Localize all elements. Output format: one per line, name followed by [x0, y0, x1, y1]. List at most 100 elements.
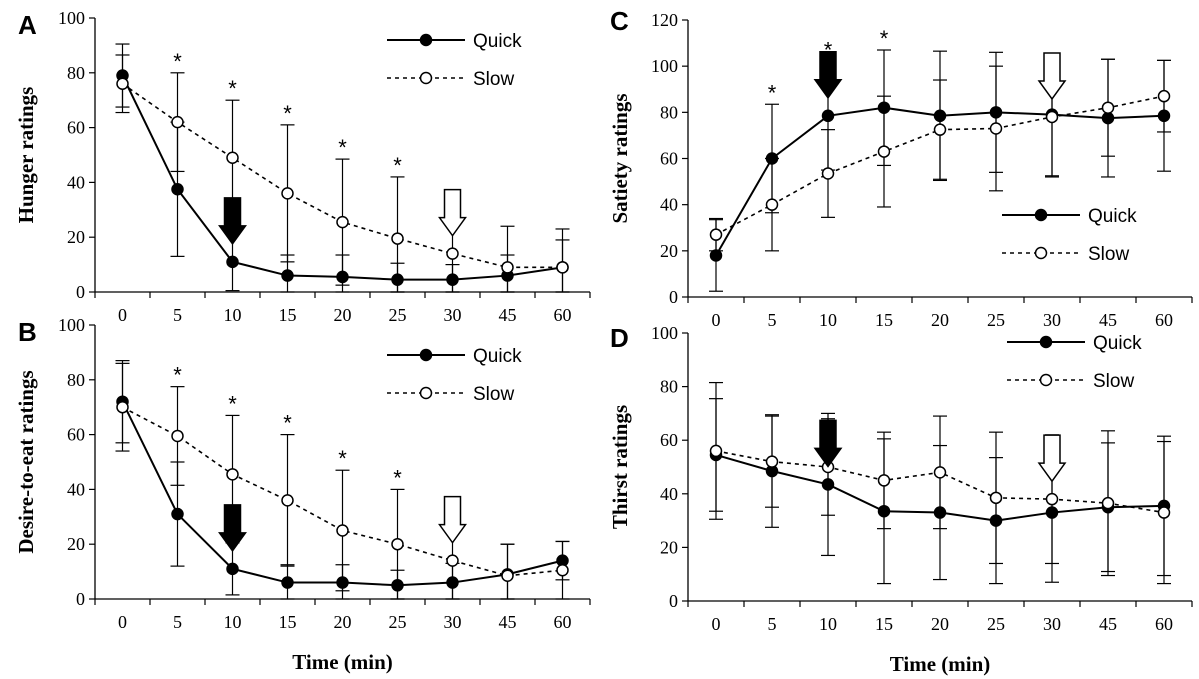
- significance-star: *: [228, 391, 237, 416]
- x-tick-label: 15: [875, 614, 893, 634]
- x-tick-label: 25: [389, 612, 407, 632]
- x-tick-label: 20: [334, 305, 352, 325]
- significance-star: *: [393, 153, 402, 178]
- data-point-quick: [821, 478, 835, 491]
- x-tick-label: 20: [931, 614, 949, 634]
- y-tick-label: 80: [660, 377, 678, 397]
- data-point-slow: [501, 261, 514, 274]
- arrow-down-filled-icon: [218, 504, 247, 553]
- significance-star: *: [283, 101, 292, 126]
- data-point-quick: [281, 576, 294, 589]
- data-point-slow: [765, 455, 779, 468]
- y-tick-label: 20: [67, 227, 85, 247]
- x-tick-label: 5: [768, 310, 777, 330]
- y-axis-label: Thirst ratings: [608, 405, 632, 529]
- legend-marker-quick: [1034, 208, 1048, 222]
- x-tick-label: 60: [554, 612, 572, 632]
- legend-marker-slow: [419, 71, 433, 85]
- data-point-slow: [336, 524, 349, 537]
- legend-label-slow: Slow: [473, 69, 514, 90]
- x-tick-label: 60: [1155, 310, 1173, 330]
- panel-letter: B: [18, 317, 37, 347]
- data-point-slow: [821, 167, 835, 180]
- data-point-slow: [877, 145, 891, 158]
- x-tick-label: 45: [1099, 310, 1117, 330]
- significance-star: *: [283, 411, 292, 436]
- panel-letter: D: [610, 323, 629, 353]
- data-point-slow: [765, 198, 779, 211]
- x-tick-label: 0: [712, 614, 721, 634]
- legend-marker-slow: [1034, 246, 1048, 260]
- data-point-quick: [1157, 109, 1171, 123]
- y-tick-label: 100: [651, 56, 678, 76]
- data-point-quick: [933, 506, 947, 519]
- data-point-slow: [556, 563, 569, 577]
- arrow-down-filled-icon: [813, 51, 843, 100]
- x-tick-label: 20: [334, 612, 352, 632]
- data-point-slow: [501, 569, 514, 582]
- data-point-slow: [933, 466, 947, 479]
- y-tick-label: 60: [660, 149, 678, 169]
- x-tick-label: 10: [224, 305, 242, 325]
- arrow-down-filled-icon: [813, 419, 843, 468]
- data-point-quick: [391, 273, 404, 286]
- x-tick-label: 20: [931, 310, 949, 330]
- data-point-slow: [171, 115, 184, 129]
- x-tick-label: 5: [768, 614, 777, 634]
- legend-marker-slow: [419, 386, 433, 400]
- y-tick-label: 40: [660, 195, 678, 215]
- x-tick-label: 45: [499, 612, 517, 632]
- arrow-down-open-icon: [1037, 52, 1067, 101]
- y-axis-label: Desire-to-eat ratings: [14, 370, 38, 553]
- legend-label-quick: Quick: [473, 346, 522, 367]
- legend-marker-quick: [419, 348, 433, 362]
- significance-star: *: [768, 80, 777, 105]
- significance-star: *: [173, 363, 182, 388]
- data-point-slow: [281, 494, 294, 507]
- data-point-slow: [281, 187, 294, 200]
- x-tick-label: 25: [987, 310, 1005, 330]
- y-tick-label: 60: [67, 425, 85, 445]
- y-tick-label: 120: [651, 10, 678, 30]
- x-tick-label: 15: [279, 612, 297, 632]
- significance-star: *: [880, 26, 889, 51]
- y-tick-label: 40: [67, 172, 85, 192]
- data-point-quick: [1101, 111, 1115, 125]
- legend: Quick Slow: [1002, 206, 1137, 265]
- x-tick-label: 30: [444, 305, 462, 325]
- y-tick-label: 0: [669, 287, 678, 307]
- x-tick-label: 30: [444, 612, 462, 632]
- x-tick-label: 10: [224, 612, 242, 632]
- data-point-slow: [226, 468, 239, 481]
- x-axis-label: Time (min): [292, 650, 393, 674]
- significance-star: *: [393, 465, 402, 490]
- data-point-quick: [989, 514, 1003, 527]
- y-axis-label: Satiety ratings: [608, 93, 632, 223]
- data-point-slow: [446, 247, 459, 260]
- panel-c: C 0 20 40 60 80 100 120 0 5 10 15 20 25 30 45 60 Satiety …: [608, 6, 1193, 330]
- y-tick-label: 20: [660, 241, 678, 261]
- x-tick-label: 60: [1155, 614, 1173, 634]
- legend-marker-slow: [1039, 373, 1053, 387]
- data-point-quick: [765, 152, 779, 165]
- y-tick-label: 100: [651, 323, 678, 343]
- arrow-down-open-icon: [438, 495, 467, 544]
- x-tick-label: 5: [173, 305, 182, 325]
- data-point-slow: [171, 429, 184, 443]
- x-tick-label: 45: [1099, 614, 1117, 634]
- y-tick-label: 80: [67, 63, 85, 83]
- data-point-quick: [281, 269, 294, 282]
- data-point-slow: [226, 151, 239, 164]
- data-point-slow: [336, 215, 349, 229]
- data-point-slow: [933, 123, 947, 136]
- y-tick-label: 60: [660, 430, 678, 450]
- data-point-quick: [171, 183, 184, 196]
- data-point-slow: [116, 400, 129, 414]
- data-point-quick: [933, 109, 947, 123]
- legend-label-slow: Slow: [473, 384, 514, 405]
- data-point-quick: [989, 106, 1003, 119]
- y-tick-label: 0: [669, 591, 678, 611]
- data-point-quick: [391, 579, 404, 592]
- y-tick-label: 0: [76, 282, 85, 302]
